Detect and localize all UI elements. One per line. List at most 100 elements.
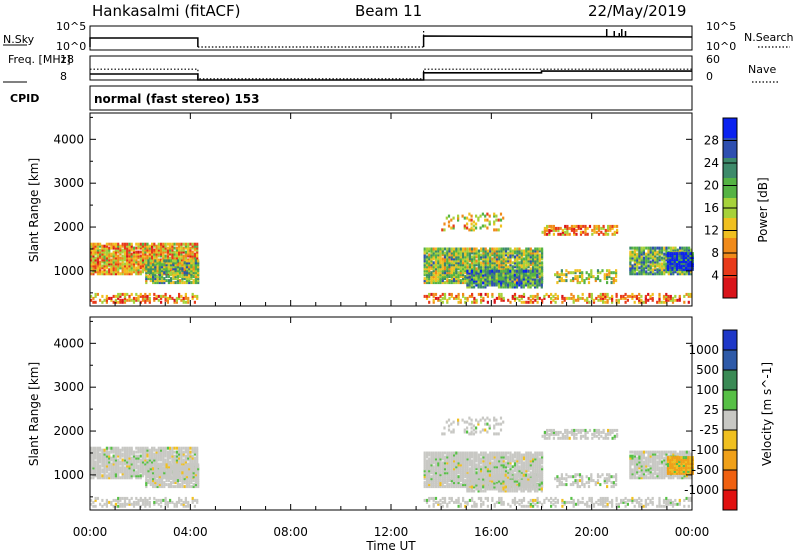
power-echo (480, 247, 483, 251)
power-echo (574, 298, 578, 302)
power-echo (596, 269, 600, 273)
power-echo (682, 260, 685, 263)
power-echo (432, 294, 435, 298)
power-echo (678, 264, 681, 267)
power-echo (156, 265, 159, 269)
power-echo (617, 298, 620, 302)
power-echo (541, 261, 544, 265)
power-echo (497, 279, 501, 283)
velocity-echo (441, 451, 444, 455)
power-echo (552, 298, 555, 302)
power-echo (669, 272, 673, 276)
power-echo (166, 300, 169, 304)
power-echo (509, 271, 512, 275)
power-echo (145, 281, 148, 285)
velocity-echo (128, 464, 131, 468)
power-echo (687, 254, 690, 258)
power-echo (154, 269, 157, 273)
velocity-echo (163, 481, 166, 485)
velocity-echo (123, 448, 127, 452)
velocity-echo (423, 485, 426, 489)
power-echo (183, 277, 186, 281)
velocity-echo (92, 464, 95, 468)
power-echo (183, 265, 186, 269)
velocity-echo (170, 483, 173, 487)
power-echo (117, 262, 120, 266)
power-echo (638, 260, 641, 264)
power-echo (114, 254, 117, 258)
power-echo (636, 258, 639, 262)
power-echo (645, 252, 648, 256)
power-echo (137, 296, 140, 300)
power-echo (180, 246, 183, 250)
velocity-echo (181, 473, 184, 477)
power-echo (548, 224, 551, 228)
velocity-echo (178, 448, 181, 452)
velocity-echo (437, 455, 440, 459)
power-echo (430, 251, 433, 255)
power-echo (611, 232, 614, 236)
power-echo (647, 252, 650, 256)
power-echo (455, 263, 458, 267)
power-echo (633, 248, 636, 252)
velocity-echo (180, 502, 183, 506)
velocity-echo (117, 474, 120, 478)
velocity-echo (439, 451, 442, 455)
velocity-echo (473, 461, 476, 465)
power-echo (575, 228, 578, 232)
power-echo (513, 294, 517, 298)
velocity-echo (500, 463, 503, 467)
velocity-echo (139, 476, 142, 480)
power-echo (665, 294, 668, 298)
power-echo (673, 256, 676, 260)
velocity-echo (99, 466, 102, 470)
velocity-echo (149, 463, 152, 467)
power-echo (423, 269, 426, 273)
power-echo (606, 277, 609, 281)
power-echo (466, 259, 469, 263)
power-echo (511, 267, 514, 271)
power-echo (654, 258, 657, 262)
power-echo (193, 256, 196, 260)
power-echo (178, 256, 181, 260)
power-echo (450, 271, 453, 275)
velocity-echo (174, 479, 177, 483)
power-echo (513, 257, 517, 261)
power-echo (663, 258, 666, 262)
power-echo (513, 296, 517, 300)
power-echo (148, 292, 151, 296)
power-echo (132, 248, 136, 252)
power-echo (188, 279, 191, 283)
velocity-echo (156, 485, 159, 489)
power-echo (500, 277, 503, 281)
power-echo (117, 244, 120, 248)
power-echo (491, 269, 494, 273)
velocity-echo (178, 496, 181, 500)
power-echo (135, 266, 138, 270)
power-echo (144, 248, 147, 252)
power-echo (439, 279, 442, 283)
power-echo (509, 267, 512, 271)
velocity-echo (455, 479, 458, 483)
power-echo (678, 267, 681, 271)
power-echo (520, 249, 523, 253)
power-echo (128, 264, 131, 268)
power-echo (477, 255, 480, 259)
velocity-echo (103, 462, 106, 466)
velocity-echo (103, 454, 106, 458)
power-echo (144, 294, 147, 298)
power-echo (689, 267, 692, 271)
power-echo (563, 279, 566, 283)
power-echo (448, 273, 451, 277)
velocity-echo (90, 468, 93, 472)
power-echo (137, 256, 140, 260)
power-echo (453, 267, 456, 271)
power-echo (473, 267, 476, 271)
velocity-echo (183, 479, 186, 483)
power-echo (595, 226, 598, 230)
power-echo (197, 267, 200, 271)
power-echo (473, 279, 476, 283)
power-echo (649, 272, 652, 276)
power-echo (491, 249, 494, 253)
power-echo (644, 298, 647, 302)
